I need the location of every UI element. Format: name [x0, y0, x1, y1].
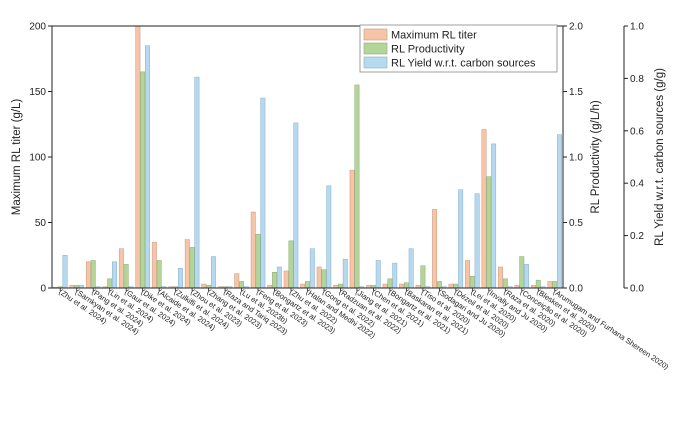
middle-axis-tick-label: 1.0 [569, 153, 583, 164]
bar-productivity-6 [156, 260, 162, 289]
right-axis-title: RL Yield w.r.t. carbon sources (g/g) [654, 68, 666, 246]
bar-yield-16 [326, 185, 332, 289]
middle-axis-tick-label: 2.0 [569, 22, 583, 33]
right-axis-tick-label: 0.4 [630, 179, 644, 190]
legend-swatch-productivity [363, 42, 388, 55]
bar-titer-14 [283, 270, 289, 289]
bar-titer-23 [432, 209, 438, 289]
bar-titer-16 [316, 266, 322, 289]
left-axis-tick-label: 200 [29, 22, 46, 33]
bar-yield-17 [342, 258, 348, 289]
right-axis-tick-label: 0.8 [630, 74, 644, 85]
bar-productivity-13 [272, 272, 277, 289]
bar-yield-13 [276, 266, 282, 289]
legend-swatch-yield [363, 56, 388, 69]
bar-titer-21 [399, 283, 405, 289]
bar-yield-30 [557, 134, 563, 289]
bar-titer-9 [201, 283, 207, 289]
bar-productivity-5 [140, 71, 146, 289]
bar-yield-19 [375, 260, 381, 289]
bar-titer-11 [234, 273, 240, 289]
bar-yield-28 [524, 264, 530, 289]
bar-yield-20 [392, 262, 398, 289]
bar-titer-12 [250, 211, 256, 289]
bar-yield-9 [210, 256, 216, 289]
middle-axis-tick-label: 0.0 [569, 284, 583, 295]
right-axis-tick-label: 0.2 [630, 231, 644, 242]
middle-axis-tick-label: 0.5 [569, 218, 583, 229]
category-label: (Arumugam and Furhana Shereen 2020) [552, 287, 671, 371]
right-axis-tick-label: 0.0 [630, 284, 644, 295]
bar-yield-24 [458, 189, 464, 289]
bar-yield-25 [474, 193, 480, 289]
bar-titer-5 [135, 25, 141, 289]
bar-titer-2 [85, 261, 91, 289]
bar-productivity-26 [486, 176, 492, 289]
bar-productivity-22 [420, 265, 426, 289]
category-labels: (Zhu et al. 2024)(Sarnkyan et al. 2024)(… [57, 287, 671, 371]
bar-titer-27 [498, 266, 503, 289]
bar-productivity-28 [519, 256, 525, 289]
bar-titer-30 [547, 281, 553, 289]
bar-titer-15 [300, 283, 306, 289]
bar-yield-15 [309, 248, 315, 289]
bar-yield-0 [62, 255, 68, 289]
legend-label-productivity: RL Productivity [391, 44, 465, 56]
bar-yield-7 [177, 268, 183, 289]
legend: Maximum RL titer RL Productivity RL Yiel… [359, 24, 558, 73]
left-axis-title: Maximum RL titer (g/L) [11, 99, 23, 216]
bar-yield-5 [145, 45, 150, 289]
bar-productivity-14 [288, 240, 294, 289]
bar-productivity-12 [255, 234, 261, 289]
bar-titer-25 [465, 260, 470, 289]
bar-yield-12 [260, 97, 266, 289]
left-axis-tick-label: 0 [40, 284, 46, 295]
ticks-layer: 0 50 100 150 200 0.0 0.5 1.0 1.5 2.0 0.0 0.2 0.4 0.6 0… [29, 22, 644, 295]
bar-yield-21 [408, 248, 414, 289]
bar-yield-3 [112, 261, 117, 289]
bar-yield-14 [293, 122, 299, 289]
left-axis-tick-label: 150 [29, 87, 46, 98]
bar-yield-26 [491, 143, 497, 289]
bar-titer-20 [382, 283, 388, 289]
middle-axis-title: RL Productivity (g/L/h) [590, 100, 602, 214]
bar-yield-8 [194, 76, 200, 289]
bar-productivity-8 [189, 247, 195, 289]
right-axis-tick-label: 1.0 [630, 22, 644, 33]
right-axis-tick-label: 0.6 [630, 126, 644, 137]
bar-titer-8 [184, 239, 190, 289]
bar-productivity-16 [321, 269, 327, 289]
legend-box [359, 24, 558, 73]
bar-productivity-4 [123, 264, 129, 289]
bar-titer-18 [349, 169, 355, 289]
bar-titer-4 [118, 248, 124, 289]
bar-productivity-2 [90, 260, 96, 289]
bars-layer [52, 25, 563, 289]
legend-swatch-titer [363, 28, 388, 41]
legend-label-yield: RL Yield w.r.t. carbon sources [391, 58, 536, 70]
bar-productivity-18 [354, 84, 360, 289]
middle-axis-tick-label: 1.5 [569, 87, 583, 98]
legend-label-titer: Maximum RL titer [391, 30, 477, 42]
left-axis-tick-label: 50 [35, 218, 47, 229]
bar-titer-6 [151, 241, 157, 289]
bar-titer-24 [448, 283, 454, 289]
bar-titer-26 [481, 129, 487, 289]
left-axis-tick-label: 100 [29, 153, 46, 164]
